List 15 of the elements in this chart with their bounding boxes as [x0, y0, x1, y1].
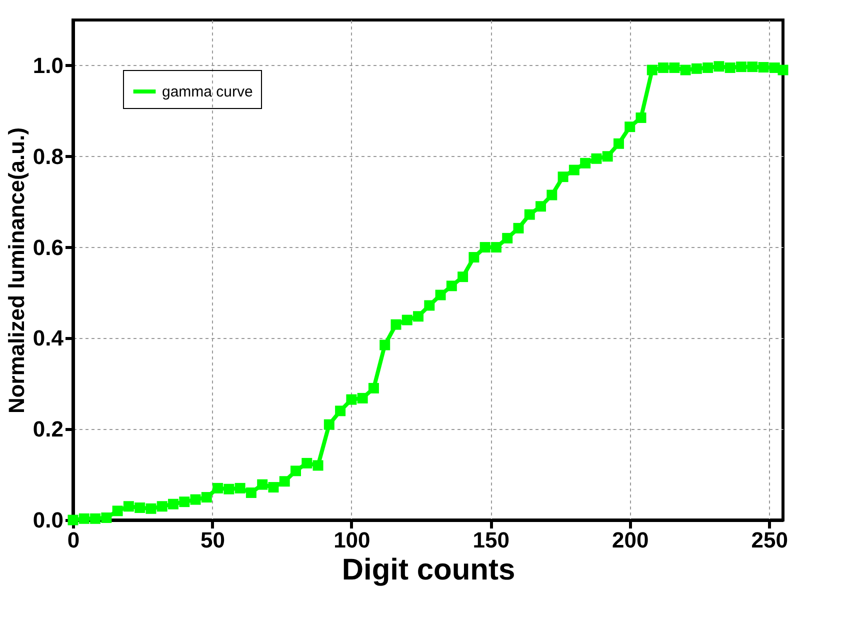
x-tick-label: 150 — [472, 528, 510, 552]
x-tick-label: 50 — [200, 528, 225, 552]
x-tick-label: 200 — [612, 528, 649, 552]
y-tick-label: 0.2 — [32, 416, 64, 442]
x-tick-label: 100 — [334, 528, 370, 552]
y-tick-label: 0.0 — [32, 508, 64, 532]
y-axis-title: Normalized luminance(a.u.) — [4, 127, 29, 414]
x-axis-title: Digit counts — [342, 554, 516, 586]
legend-label: gamma curve — [162, 84, 253, 100]
y-tick-label: 0.8 — [32, 144, 64, 169]
x-tick-label: 250 — [751, 528, 788, 552]
y-tick-label: 0.4 — [32, 326, 64, 351]
y-tick-label: 0.6 — [32, 234, 64, 260]
y-tick-label: 1.0 — [32, 52, 64, 78]
x-tick-label: 0 — [67, 528, 80, 552]
